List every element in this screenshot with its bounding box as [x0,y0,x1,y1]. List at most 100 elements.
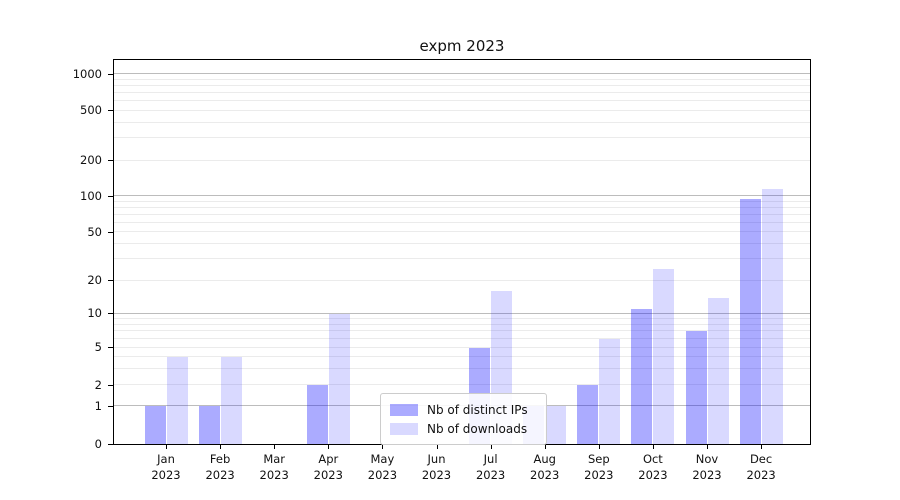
minor-gridline [114,200,810,202]
bar-distinct-ips-apr [306,385,328,444]
major-gridline [114,195,810,197]
legend-label: Nb of downloads [427,422,528,436]
x-tick-year: 2023 [313,468,343,482]
x-tick-month: Oct [642,452,663,466]
x-tick-label: Jul 2023 [459,451,523,483]
minor-gridline [114,317,810,319]
x-tick-mark [490,445,492,449]
x-tick-month: Jul [483,452,498,466]
y-tick-mark [108,231,113,233]
bar-downloads-jan [166,357,188,444]
x-tick-mark [382,445,384,449]
legend-swatch [390,423,418,435]
y-tick-label: 1 [94,398,102,413]
y-tick-label: 0 [94,436,102,451]
y-tick-mark [108,110,113,112]
x-tick-month: Apr [318,452,339,466]
minor-gridline [114,109,810,111]
y-tick-mark [108,159,113,161]
y-tick-mark [108,280,113,282]
x-tick-month: Jun [427,452,446,466]
minor-gridline [114,221,810,223]
bar-distinct-ips-sep [577,385,599,444]
x-tick-label: Dec 2023 [729,451,793,483]
x-tick-label: Feb 2023 [188,451,252,483]
bar-distinct-ips-feb [198,406,220,444]
x-tick-year: 2023 [367,468,398,482]
x-tick-year: 2023 [584,468,614,482]
x-tick-year: 2023 [530,468,560,482]
x-tick-year: 2023 [475,468,506,482]
x-tick-month: Feb [209,452,231,466]
minor-gridline [114,85,810,87]
bar-downloads-aug [545,406,567,444]
x-tick-month: Nov [695,452,719,466]
minor-gridline [114,279,810,281]
x-tick-year: 2023 [692,468,722,482]
x-tick-label: May 2023 [350,451,414,483]
y-tick-label: 20 [87,273,102,288]
plot-area: Nb of distinct IPs Nb of downloads [113,59,811,445]
x-tick-month: Aug [533,452,556,466]
x-tick-mark [544,445,546,449]
x-tick-year: 2023 [259,468,289,482]
bar-downloads-dec [761,189,783,444]
x-tick-mark [598,445,600,449]
y-tick-label: 200 [80,152,102,167]
bar-distinct-ips-nov [685,331,707,444]
legend-entry-distinct-ips: Nb of distinct IPs [390,401,537,419]
y-tick-mark [108,347,113,348]
x-tick-month: Mar [263,452,286,466]
x-tick-mark [166,445,167,449]
legend-swatch [390,404,418,416]
major-gridline [114,312,810,314]
bar-downloads-sep [599,339,621,444]
legend-label: Nb of distinct IPs [427,403,528,417]
bar-downloads-feb [220,357,242,444]
bar-downloads-oct [653,269,675,444]
y-tick-mark [108,443,113,445]
x-tick-year: 2023 [151,468,181,482]
y-tick-mark [108,405,113,407]
x-tick-label: Sep 2023 [567,451,631,483]
major-gridline [114,73,810,75]
y-tick-mark [108,73,113,75]
bar-distinct-ips-jan [144,406,166,444]
minor-gridline [114,355,810,357]
x-tick-label: Jun 2023 [405,451,469,483]
y-tick-label: 10 [87,306,102,321]
y-tick-mark [108,313,113,315]
minor-gridline [114,242,810,244]
y-tick-mark [108,384,113,386]
bar-distinct-ips-oct [631,309,653,444]
minor-gridline [114,92,810,94]
x-tick-label: Aug 2023 [513,451,577,483]
minor-gridline [114,213,810,215]
x-tick-mark [761,445,763,449]
x-tick-label: Nov 2023 [675,451,739,483]
y-tick-label: 5 [94,340,102,354]
legend-entry-downloads: Nb of downloads [390,420,537,438]
x-tick-month: Jan [157,452,175,466]
bar-distinct-ips-dec [739,199,761,444]
x-tick-mark [328,445,330,449]
x-tick-month: Dec [749,452,773,466]
minor-gridline [114,231,810,233]
minor-gridline [114,337,810,339]
legend: Nb of distinct IPs Nb of downloads [380,393,547,445]
x-tick-label: Mar 2023 [242,451,306,483]
minor-gridline [114,206,810,208]
x-tick-year: 2023 [746,468,776,482]
x-tick-label: Jan 2023 [134,451,198,483]
x-tick-mark [274,445,276,449]
minor-gridline [114,78,810,80]
x-tick-year: 2023 [638,468,668,482]
x-tick-year: 2023 [205,468,235,482]
minor-gridline [114,367,810,369]
x-tick-mark [652,445,654,449]
x-tick-month: May [370,452,395,466]
y-tick-mark [108,195,113,197]
minor-gridline [114,159,810,161]
x-tick-label: Oct 2023 [621,451,685,483]
y-tick-label: 500 [80,103,102,118]
